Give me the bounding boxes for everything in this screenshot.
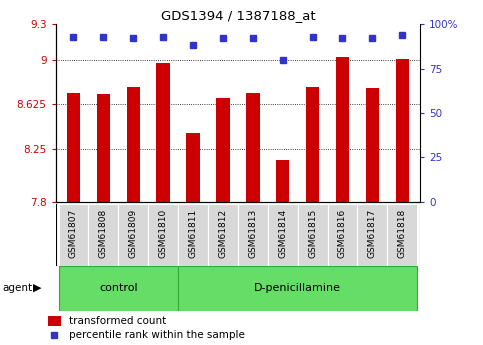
Bar bbox=[246, 93, 259, 202]
Bar bbox=[306, 87, 319, 202]
Bar bbox=[208, 204, 238, 266]
Text: GSM61809: GSM61809 bbox=[129, 208, 138, 258]
Text: GSM61808: GSM61808 bbox=[99, 208, 108, 258]
Bar bbox=[178, 204, 208, 266]
Bar bbox=[366, 88, 379, 202]
Text: GSM61817: GSM61817 bbox=[368, 208, 377, 258]
Bar bbox=[396, 59, 409, 202]
Text: agent: agent bbox=[2, 283, 32, 293]
Bar bbox=[276, 160, 289, 202]
Bar bbox=[238, 204, 268, 266]
Text: GSM61812: GSM61812 bbox=[218, 208, 227, 258]
Text: GSM61807: GSM61807 bbox=[69, 208, 78, 258]
Bar bbox=[127, 87, 140, 202]
Text: GSM61814: GSM61814 bbox=[278, 208, 287, 258]
Text: GSM61818: GSM61818 bbox=[398, 208, 407, 258]
Text: GSM61813: GSM61813 bbox=[248, 208, 257, 258]
Bar bbox=[118, 204, 148, 266]
Bar bbox=[216, 98, 229, 202]
Bar bbox=[58, 204, 88, 266]
Bar bbox=[298, 204, 327, 266]
Bar bbox=[268, 204, 298, 266]
Bar bbox=[148, 204, 178, 266]
Bar bbox=[88, 204, 118, 266]
Text: transformed count: transformed count bbox=[69, 316, 166, 326]
Text: GSM61811: GSM61811 bbox=[188, 208, 198, 258]
Bar bbox=[97, 94, 110, 202]
Bar bbox=[357, 204, 387, 266]
Bar bbox=[48, 316, 61, 326]
Bar bbox=[327, 204, 357, 266]
Bar bbox=[58, 266, 178, 311]
Bar bbox=[336, 57, 349, 202]
Text: ▶: ▶ bbox=[33, 283, 42, 293]
Bar bbox=[186, 133, 200, 202]
Text: GSM61810: GSM61810 bbox=[158, 208, 168, 258]
Bar bbox=[178, 266, 417, 311]
Bar bbox=[387, 204, 417, 266]
Bar bbox=[156, 63, 170, 202]
Text: control: control bbox=[99, 283, 138, 293]
Text: GSM61815: GSM61815 bbox=[308, 208, 317, 258]
Title: GDS1394 / 1387188_at: GDS1394 / 1387188_at bbox=[160, 9, 315, 22]
Text: percentile rank within the sample: percentile rank within the sample bbox=[69, 331, 245, 341]
Text: GSM61816: GSM61816 bbox=[338, 208, 347, 258]
Bar bbox=[67, 93, 80, 202]
Text: D-penicillamine: D-penicillamine bbox=[254, 283, 341, 293]
